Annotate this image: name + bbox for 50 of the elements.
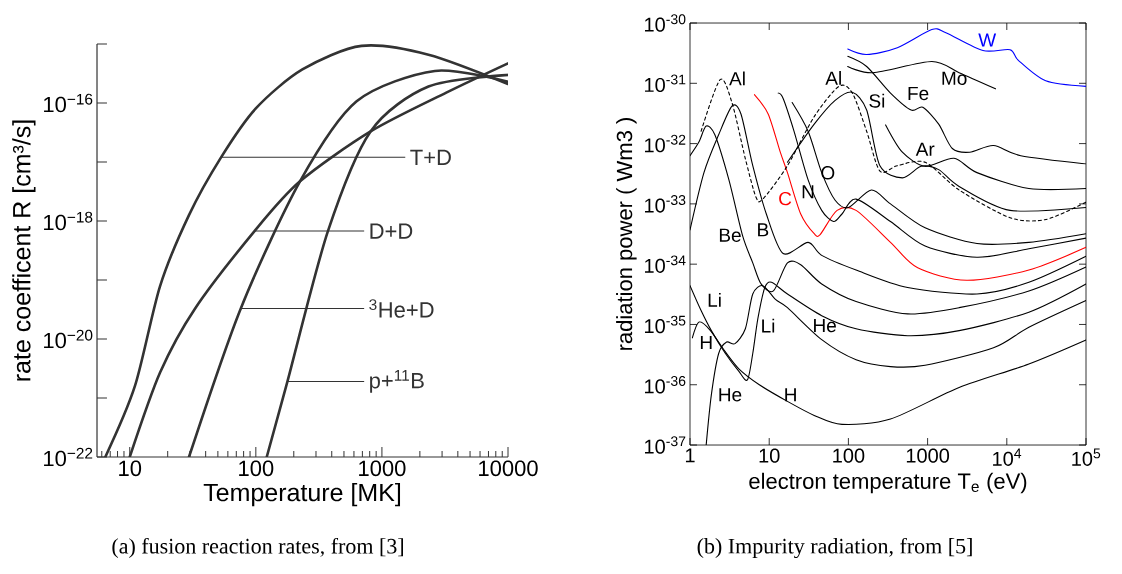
y-axis-title: rate coefficent R [cm³/s] — [12, 120, 36, 381]
y-axis-title: radiation power ( Wm3 ) — [616, 118, 637, 350]
x-tick-label: 10000 — [479, 460, 538, 477]
annotation: O — [821, 166, 835, 180]
y-tick-label: 10$^{−22}$ — [44, 447, 93, 467]
annotation: Ar — [915, 142, 935, 156]
annotation: Si — [869, 93, 885, 108]
annotation: H — [700, 335, 712, 350]
y-tick-label: 10$^{-32}$ — [645, 134, 686, 153]
x-tick-label: 10$^{4}$ — [993, 448, 1022, 466]
y-tick-label: 10$^{-33}$ — [645, 195, 686, 213]
annotation: H — [785, 388, 796, 402]
annotation: Be — [719, 228, 741, 242]
x-tick-label: 100 — [239, 460, 274, 477]
x-tick-label: 1000 — [359, 460, 406, 477]
x-tick-label: 10 — [119, 460, 142, 477]
y-tick-label: 10$^{-34}$ — [645, 255, 686, 273]
annotation: B — [758, 223, 769, 237]
annotation: p+$^{11}$B — [370, 370, 424, 393]
x-tick-label: 100 — [833, 448, 865, 463]
y-tick-label: 10$^{-36}$ — [645, 375, 686, 394]
annotation: Li — [762, 318, 775, 333]
y-tick-label: 10$^{−18}$ — [44, 211, 93, 231]
y-tick-label: 10$^{−20}$ — [44, 329, 93, 349]
y-tick-label: 10$^{−16}$ — [44, 93, 93, 113]
annotation: N — [802, 185, 814, 199]
x-tick-label: 10 — [759, 448, 780, 463]
annotation: Mo — [942, 71, 967, 85]
annotation: Li — [708, 292, 721, 307]
annotation: Fe — [908, 86, 929, 101]
annotation: He — [814, 318, 836, 333]
text: (a) fusion reaction rates, from [3] — [112, 537, 403, 559]
annotation: $^{3}$He+D — [369, 299, 434, 318]
x-tick-label: 1 — [685, 448, 695, 463]
annotation: Al — [729, 71, 745, 86]
text: (b) Impurity radiation, from [5] — [697, 537, 972, 559]
y-tick-label: 10$^{-30}$ — [645, 14, 686, 32]
x-axis-title: electron temperature T$_{e}$ (eV) — [749, 472, 1027, 494]
annotation: Al — [825, 71, 841, 85]
annotation: D+D — [370, 223, 413, 239]
annotation: He — [719, 388, 742, 402]
x-tick-label: 10$^{5}$ — [1072, 448, 1101, 466]
y-tick-label: 10$^{-37}$ — [645, 436, 686, 454]
y-tick-label: 10$^{-35}$ — [645, 315, 686, 334]
x-tick-label: 1000 — [906, 448, 950, 463]
y-tick-label: 10$^{-31}$ — [645, 74, 686, 93]
series-label: W — [978, 33, 997, 47]
annotation: T+D — [410, 149, 451, 165]
series-label: C — [779, 191, 792, 206]
x-axis-title: Temperature [MK] — [203, 482, 401, 507]
